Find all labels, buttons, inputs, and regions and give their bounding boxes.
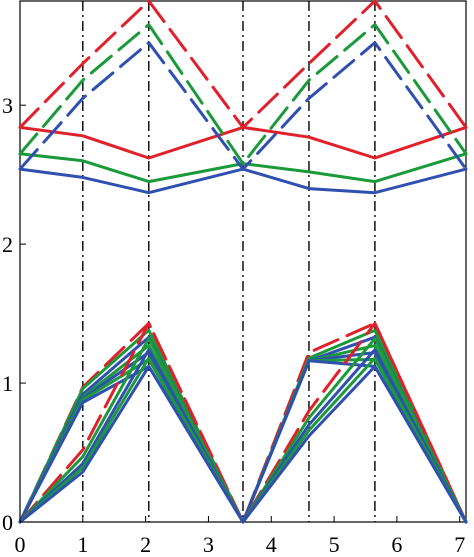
y-tick-label-2: 2 — [2, 232, 13, 257]
series-5-blue — [18, 41, 468, 171]
y-tick-label-3: 3 — [2, 93, 13, 118]
series-17-blue — [18, 364, 468, 524]
x-tick-label-5: 5 — [329, 532, 340, 557]
x-tick-label-3: 3 — [203, 532, 214, 557]
y-axis-ticks: 0 1 2 3 — [2, 93, 26, 535]
x-tick-label-2: 2 — [140, 532, 151, 557]
vertical-reference-lines — [82, 1, 376, 522]
y-tick-label-1: 1 — [2, 371, 13, 396]
x-tick-label-1: 1 — [77, 532, 88, 557]
series-group — [18, 0, 468, 524]
x-tick-label-6: 6 — [391, 532, 402, 557]
x-tick-label-4: 4 — [266, 532, 277, 557]
y-tick-label-0: 0 — [2, 510, 13, 535]
series-4-green — [18, 23, 468, 166]
x-tick-label-0: 0 — [15, 532, 26, 557]
x-tick-label-7: 7 — [454, 532, 465, 557]
series-3-red — [18, 0, 468, 129]
x-axis-ticks: 0 1 2 3 4 5 6 7 — [15, 516, 465, 557]
